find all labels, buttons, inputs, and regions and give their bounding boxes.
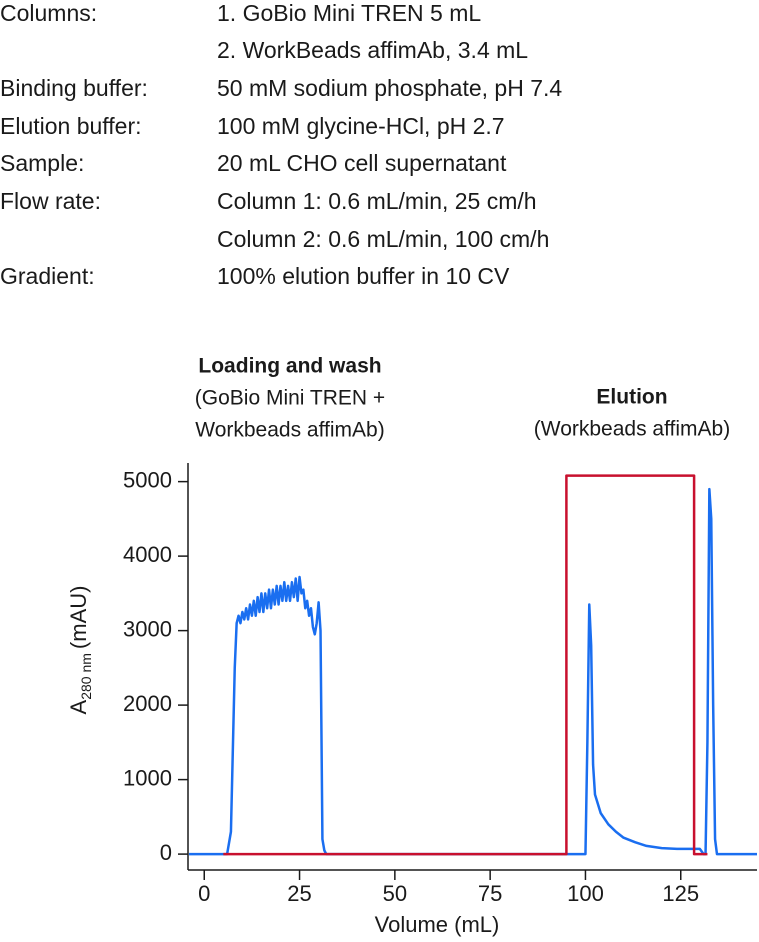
x-tick-label: 25 <box>287 881 311 906</box>
y-tick-label: 3000 <box>123 616 172 641</box>
series-line <box>189 487 757 856</box>
y-label-sub: 280 nm <box>78 653 94 700</box>
param-value: 2. WorkBeads affimAb, 3.4 mL <box>217 37 528 63</box>
annotation-title: Elution <box>596 386 667 409</box>
param-value: 20 mL CHO cell supernatant <box>217 150 507 176</box>
y-label-unit: (mAU) <box>66 586 91 650</box>
annotation-title: Loading and wash <box>198 355 381 378</box>
y-axis-label: A280 nm (mAU) <box>66 586 94 715</box>
param-value: 50 mM sodium phosphate, pH 7.4 <box>217 75 562 101</box>
y-tick-label: 0 <box>160 840 172 865</box>
annotation-line: (Workbeads affimAb) <box>534 418 730 441</box>
y-label-main: A <box>66 699 91 714</box>
x-tick-label: 0 <box>198 881 210 906</box>
y-tick-label: 1000 <box>123 765 172 790</box>
param-value: Column 2: 0.6 mL/min, 100 cm/h <box>217 226 549 252</box>
x-tick-label: 50 <box>383 881 407 906</box>
param-value: 100% elution buffer in 10 CV <box>217 263 510 289</box>
y-tick-label: 4000 <box>123 542 172 567</box>
param-value: 100 mM glycine-HCl, pH 2.7 <box>217 113 505 139</box>
param-label: Elution buffer: <box>0 113 142 139</box>
param-value: Column 1: 0.6 mL/min, 25 cm/h <box>217 188 537 214</box>
x-tick-label: 100 <box>567 881 604 906</box>
x-tick-label: 125 <box>662 881 699 906</box>
param-label: Binding buffer: <box>0 75 148 101</box>
param-label: Flow rate: <box>0 188 101 214</box>
y-tick-label: 2000 <box>123 691 172 716</box>
annotation-line: Workbeads affimAb) <box>195 419 384 442</box>
x-tick-label: 75 <box>478 881 502 906</box>
param-value: 1. GoBio Mini TREN 5 mL <box>217 0 481 26</box>
series-line <box>223 474 708 856</box>
param-label: Sample: <box>0 150 84 176</box>
x-axis-label: Volume (mL) <box>375 912 500 937</box>
param-label: Gradient: <box>0 263 95 289</box>
annotation-line: (GoBio Mini TREN + <box>195 387 385 410</box>
param-label: Columns: <box>0 0 97 26</box>
y-tick-label: 5000 <box>123 467 172 492</box>
